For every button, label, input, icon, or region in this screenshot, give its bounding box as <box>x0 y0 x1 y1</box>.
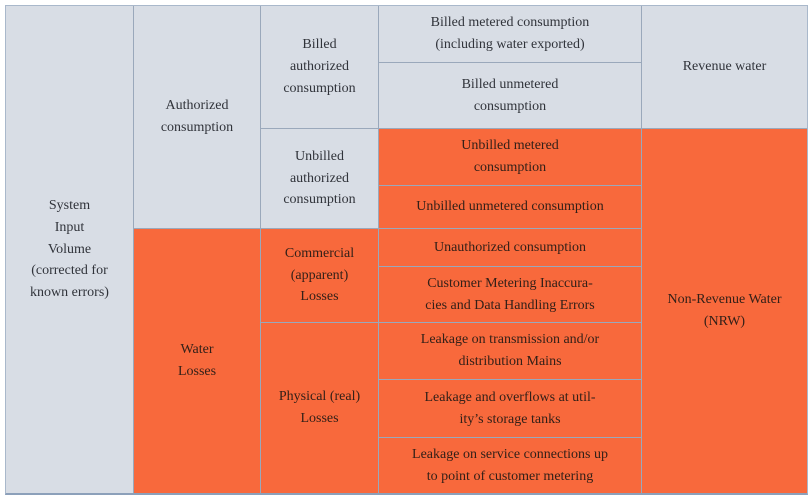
cell-unauthorized-consumption: Unauthorized consumption <box>379 229 641 266</box>
cell-billed-authorized-consumption: Billed authorized consumption <box>261 6 378 128</box>
cell-unbilled-authorized-consumption: Unbilled authorized consumption <box>261 129 378 228</box>
water-balance-table: System Input Volume (corrected for known… <box>5 5 808 495</box>
cell-leakage-storage-tanks: Leakage and overflows at util- ity’s sto… <box>379 380 641 437</box>
cell-leakage-transmission-mains: Leakage on transmission and/or distribut… <box>379 323 641 379</box>
cell-system-input-volume: System Input Volume (corrected for known… <box>6 6 133 493</box>
cell-unbilled-unmetered-consumption: Unbilled unmetered consumption <box>379 186 641 228</box>
cell-commercial-apparent-losses: Commercial (apparent) Losses <box>261 229 378 322</box>
cell-customer-metering-inaccuracies: Customer Metering Inaccura- cies and Dat… <box>379 267 641 322</box>
cell-authorized-consumption: Authorized consumption <box>134 6 260 228</box>
cell-non-revenue-water: Non-Revenue Water (NRW) <box>642 129 807 493</box>
cell-unbilled-metered-consumption: Unbilled metered consumption <box>379 129 641 185</box>
cell-billed-metered-consumption: Billed metered consumption (including wa… <box>379 6 641 62</box>
cell-physical-real-losses: Physical (real) Losses <box>261 323 378 493</box>
cell-billed-unmetered-consumption: Billed unmetered consumption <box>379 63 641 128</box>
cell-revenue-water: Revenue water <box>642 6 807 128</box>
cell-leakage-service-connections: Leakage on service connections up to poi… <box>379 438 641 493</box>
cell-water-losses: Water Losses <box>134 229 260 493</box>
